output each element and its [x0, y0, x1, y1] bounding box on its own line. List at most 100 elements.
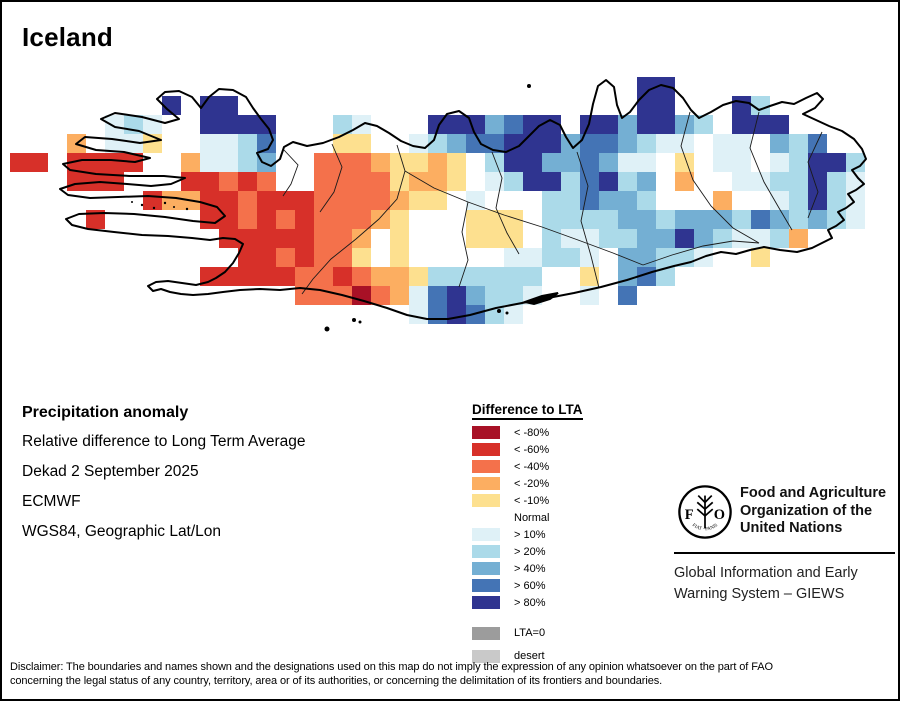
map-cell: [827, 172, 846, 191]
map-cell: [124, 153, 143, 172]
map-cell: [732, 115, 751, 134]
map-cell: [485, 210, 504, 229]
map-cell: [257, 210, 276, 229]
map-cell: [618, 286, 637, 305]
fao-name-line: Organization of the: [740, 502, 873, 519]
legend-row: > 20%: [472, 543, 583, 560]
map-cell: [466, 229, 485, 248]
map-cell: [561, 191, 580, 210]
map-cell: [751, 115, 770, 134]
legend-swatch: [472, 426, 500, 439]
legend-label: > 20%: [514, 545, 546, 558]
map-cell: [219, 172, 238, 191]
map-cell: [599, 210, 618, 229]
map-cell: [181, 191, 200, 210]
map-cell: [238, 210, 257, 229]
map-cell: [238, 115, 257, 134]
legend-swatch: [472, 477, 500, 490]
map-cell: [523, 172, 542, 191]
map-cell: [371, 210, 390, 229]
map-info-heading: Precipitation anomaly: [22, 404, 189, 421]
map-cell: [770, 229, 789, 248]
map-cell: [485, 305, 504, 324]
map-cell: [827, 153, 846, 172]
map-cell: [523, 286, 542, 305]
map-cell: [314, 248, 333, 267]
map-cell: [713, 210, 732, 229]
legend-row: > 10%: [472, 526, 583, 543]
map-cell: [295, 229, 314, 248]
map-cell: [732, 172, 751, 191]
map-cell: [333, 191, 352, 210]
map-cell: [352, 191, 371, 210]
map-cell: [219, 134, 238, 153]
map-cell: [770, 210, 789, 229]
legend-swatch: [472, 596, 500, 609]
map-cell: [789, 134, 808, 153]
legend-swatch: [472, 511, 500, 524]
map-cell: [371, 267, 390, 286]
map-cell: [238, 172, 257, 191]
map-cell: [827, 191, 846, 210]
map-cell: [542, 172, 561, 191]
legend-label: > 60%: [514, 579, 546, 592]
map-cell: [808, 210, 827, 229]
map-cell: [295, 267, 314, 286]
map-cell: [561, 210, 580, 229]
divider-line: [674, 552, 895, 554]
map-cell: [409, 153, 428, 172]
legend-row: < -40%: [472, 458, 583, 475]
map-cell: [504, 134, 523, 153]
map-cell: [504, 210, 523, 229]
map-cell: [789, 153, 808, 172]
wheat-ear-icon: [696, 494, 714, 529]
map-cell: [618, 248, 637, 267]
map-cell: [504, 229, 523, 248]
map-cell: [276, 267, 295, 286]
map-cell: [86, 210, 105, 229]
legend-swatch: [472, 545, 500, 558]
map-cell: [618, 172, 637, 191]
map-cell: [504, 248, 523, 267]
map-cell: [352, 153, 371, 172]
map-cell: [542, 191, 561, 210]
map-info-line-dekad: Dekad 2 September 2025: [22, 463, 199, 480]
map-cell: [466, 286, 485, 305]
map-cell: [238, 191, 257, 210]
raster-layer: [2, 2, 898, 362]
map-cell: [732, 229, 751, 248]
map-cell: [333, 286, 352, 305]
map-cell: [770, 153, 789, 172]
map-cell: [542, 210, 561, 229]
map-cell: [409, 172, 428, 191]
map-cell: [523, 134, 542, 153]
map-info-line-projection: WGS84, Geographic Lat/Lon: [22, 523, 222, 540]
map-cell: [542, 134, 561, 153]
legend-title: Difference to LTA: [472, 402, 583, 420]
map-cell: [390, 229, 409, 248]
map-cell: [238, 248, 257, 267]
map-cell: [143, 134, 162, 153]
map-cell: [447, 134, 466, 153]
map-cell: [86, 153, 105, 172]
map-cell: [485, 229, 504, 248]
map-cell: [390, 210, 409, 229]
legend-label: > 40%: [514, 562, 546, 575]
map-cell: [143, 191, 162, 210]
map-cell: [523, 248, 542, 267]
map-cell: [637, 77, 656, 96]
map-cell: [200, 96, 219, 115]
legend-extra-items: LTA=0 desert: [472, 626, 583, 672]
legend-label: desert: [514, 650, 545, 662]
map-cell: [352, 210, 371, 229]
map-cell: [542, 115, 561, 134]
map-cell: [333, 248, 352, 267]
map-cell: [618, 134, 637, 153]
map-cell: [637, 210, 656, 229]
map-cell: [580, 267, 599, 286]
map-cell: [333, 172, 352, 191]
map-cell: [428, 115, 447, 134]
map-cell: [447, 305, 466, 324]
map-cell: [333, 267, 352, 286]
map-cell: [485, 134, 504, 153]
